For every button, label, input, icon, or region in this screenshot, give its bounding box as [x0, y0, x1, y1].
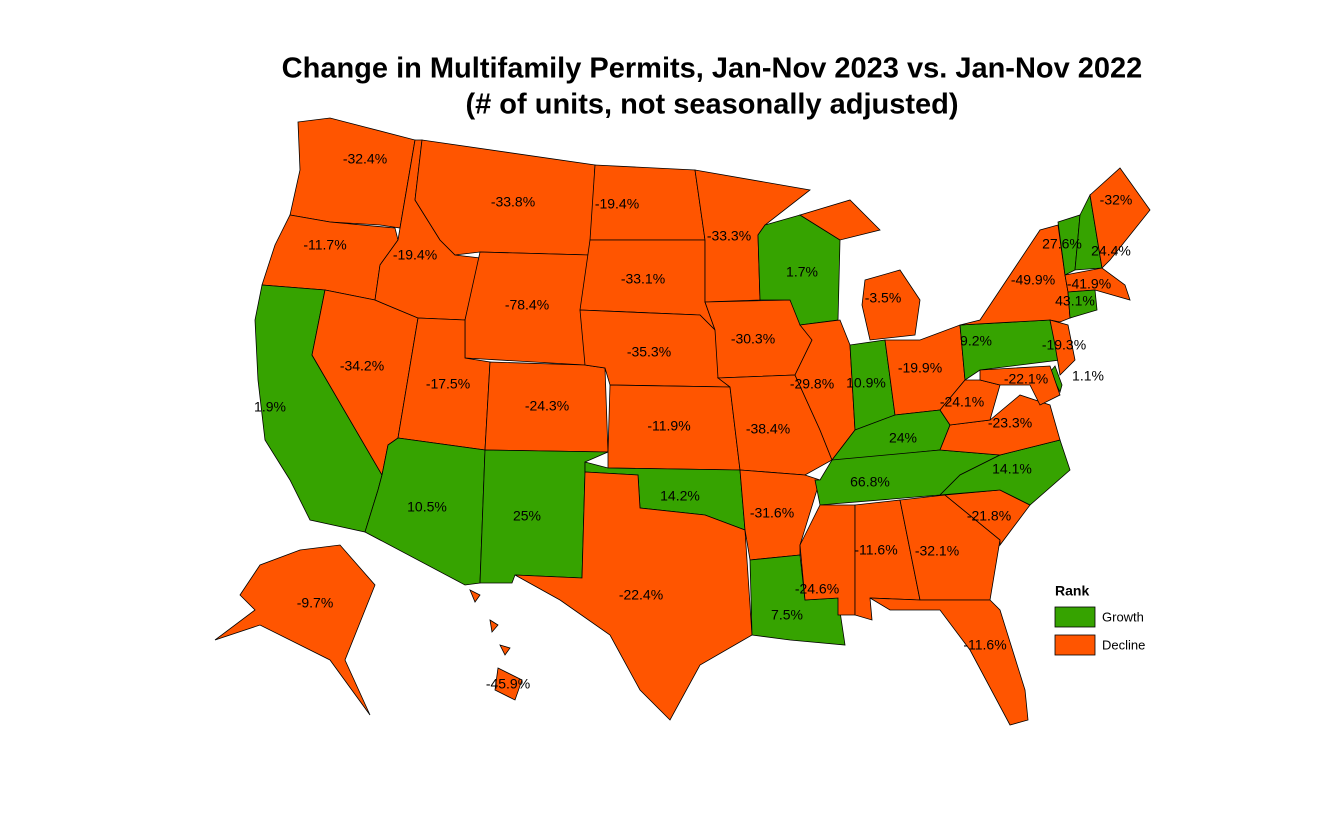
state [289, 117, 416, 229]
value-label: 14.2% [660, 488, 700, 504]
value-label: -38.4% [746, 421, 790, 437]
value-label: -24.1% [940, 394, 984, 410]
value-label: -33.8% [491, 194, 535, 210]
state [869, 597, 1029, 726]
value-label: -11.6% [854, 542, 897, 558]
value-label: 66.8% [850, 474, 890, 490]
value-label: -9.7% [297, 595, 334, 611]
value-label: 1.1% [1072, 368, 1104, 384]
value-label: -33.3% [707, 228, 751, 244]
value-label: 1.7% [786, 264, 818, 280]
state [464, 251, 591, 366]
state [979, 365, 1061, 406]
state [1067, 289, 1098, 319]
value-label: -17.5% [426, 376, 470, 392]
value-label: 7.5% [771, 607, 803, 623]
value-label: -31.6% [750, 505, 794, 521]
labels: -32.4% -11.7% 1.9% -34.2% -19.4% -33.8% -78.4%… [254, 151, 1132, 692]
legend-swatch [1054, 606, 1096, 628]
state [514, 471, 753, 721]
value-label: 1.9% [254, 399, 286, 415]
value-label: -32.4% [343, 151, 387, 167]
state [799, 199, 921, 341]
value-label: 9.2% [960, 333, 992, 349]
state [739, 469, 821, 561]
legend: Rank Growth Decline [1054, 583, 1145, 656]
value-label: -11.6% [963, 637, 1006, 653]
value-label: -19.4% [393, 247, 437, 263]
value-label: -45.9% [486, 676, 530, 692]
value-label: -22.1% [1004, 371, 1048, 387]
legend-item: Growth [1102, 609, 1144, 624]
state [1049, 319, 1076, 376]
value-label: 24% [889, 430, 917, 446]
value-label: -33.1% [621, 271, 665, 287]
value-label: 10.5% [407, 499, 447, 515]
value-label: -3.5% [865, 290, 902, 306]
value-label: 25% [513, 508, 541, 524]
value-label: 24.4% [1091, 243, 1131, 259]
value-label: -41.9% [1067, 276, 1111, 292]
legend-item: Decline [1102, 637, 1145, 652]
state [214, 544, 376, 716]
map-title: Change in Multifamily Permits, Jan-Nov 2… [282, 53, 1143, 85]
state [749, 554, 846, 646]
map-subtitle: (# of units, not seasonally adjusted) [465, 89, 958, 121]
legend-title: Rank [1055, 583, 1089, 599]
value-label: -22.4% [619, 587, 663, 603]
value-label: -34.2% [340, 358, 384, 374]
state [938, 439, 1071, 506]
legend-swatch [1054, 634, 1096, 656]
value-label: 27.6% [1042, 236, 1082, 252]
state [899, 494, 1001, 601]
value-label: 10.9% [846, 375, 886, 391]
value-label: -23.3% [988, 415, 1032, 431]
value-label: -30.3% [731, 331, 775, 347]
value-label: -49.9% [1011, 272, 1055, 288]
value-label: -32.1% [915, 543, 959, 559]
value-label: -11.7% [303, 237, 346, 253]
value-label: 14.1% [992, 461, 1032, 477]
value-label: -78.4% [505, 297, 549, 313]
state [484, 361, 609, 453]
value-label: -24.3% [525, 398, 569, 414]
value-label: -29.8% [790, 376, 834, 392]
state [1089, 167, 1151, 269]
value-label: -24.6% [795, 581, 839, 597]
state [469, 589, 523, 701]
value-label: -21.8% [967, 508, 1011, 524]
value-label: -19.3% [1042, 337, 1086, 353]
states [214, 117, 1151, 726]
value-label: -19.9% [898, 360, 942, 376]
value-label: 43.1% [1055, 293, 1095, 309]
value-label: -35.3% [627, 344, 671, 360]
value-label: -32% [1100, 192, 1133, 208]
value-label: -11.9% [647, 418, 690, 434]
value-label: -19.4% [595, 196, 639, 212]
state [799, 504, 856, 616]
